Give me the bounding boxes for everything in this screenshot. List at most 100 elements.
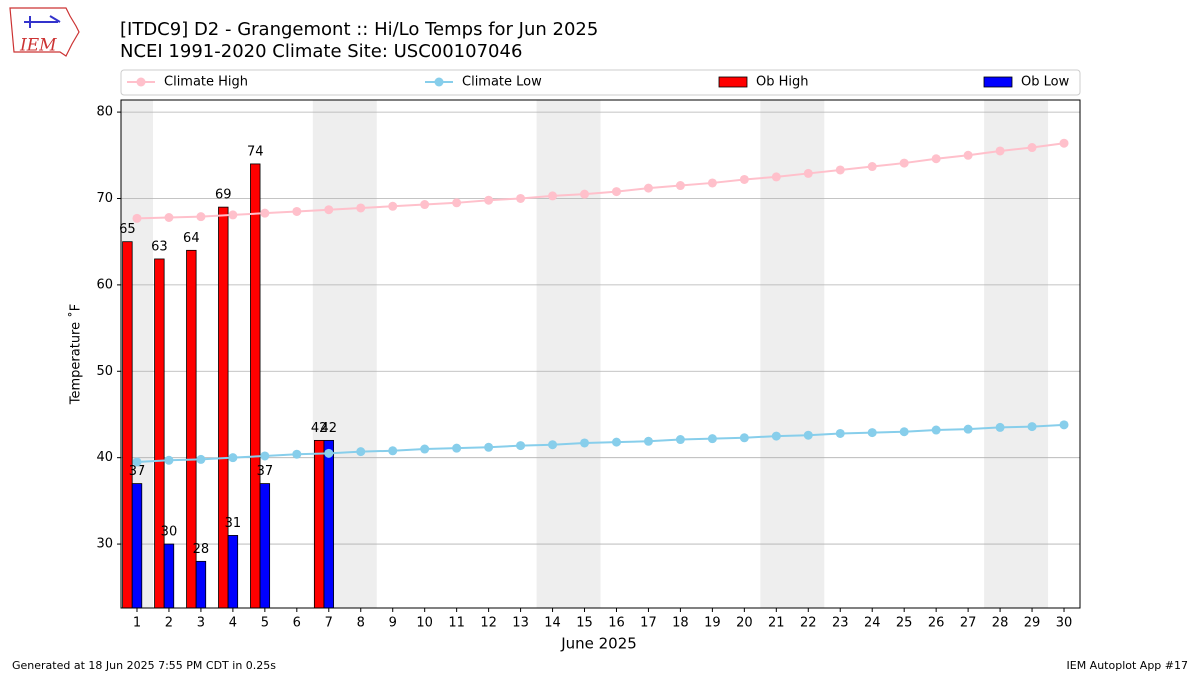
bar xyxy=(250,163,261,609)
legend-swatch xyxy=(983,76,1013,88)
bar xyxy=(323,439,334,609)
point xyxy=(931,154,941,164)
bar xyxy=(131,483,143,609)
point xyxy=(771,431,781,441)
point xyxy=(963,150,973,160)
x-tick-label: 30 xyxy=(1056,616,1073,631)
x-tick-label: 5 xyxy=(261,616,269,631)
point xyxy=(388,446,398,456)
point xyxy=(1059,138,1069,148)
point xyxy=(484,442,494,452)
y-tick-label: 80 xyxy=(96,105,113,120)
x-tick-label: 15 xyxy=(576,616,593,631)
point xyxy=(803,168,813,178)
y-axis-label: Temperature ˚F xyxy=(68,304,84,405)
x-tick-label: 20 xyxy=(736,616,753,631)
logo: IEM xyxy=(9,7,80,57)
x-tick-label: 13 xyxy=(512,616,529,631)
legend-label: Climate Low xyxy=(462,75,542,90)
bar-value-label: 74 xyxy=(247,144,264,159)
legend-label: Climate High xyxy=(164,75,248,90)
point xyxy=(260,451,270,461)
y-tick-label: 70 xyxy=(96,191,113,206)
point xyxy=(739,174,749,184)
x-tick-label: 24 xyxy=(864,616,881,631)
x-tick-label: 29 xyxy=(1024,616,1041,631)
x-tick-label: 23 xyxy=(832,616,849,631)
footer-left: Generated at 18 Jun 2025 7:55 PM CDT in … xyxy=(12,659,276,672)
bar-value-label: 28 xyxy=(193,542,210,557)
point xyxy=(899,427,909,437)
point xyxy=(580,189,590,199)
x-tick-label: 12 xyxy=(480,616,497,631)
point xyxy=(995,146,1005,156)
point xyxy=(707,434,717,444)
x-tick-label: 16 xyxy=(608,616,625,631)
point xyxy=(196,454,206,464)
footer-right: IEM Autoplot App #17 xyxy=(1067,659,1189,672)
point xyxy=(516,441,526,451)
bar-value-label: 30 xyxy=(161,525,178,540)
x-axis-label: June 2025 xyxy=(560,635,637,653)
point xyxy=(228,453,238,463)
point xyxy=(324,448,334,458)
point xyxy=(643,436,653,446)
bar xyxy=(122,241,133,609)
x-tick-label: 28 xyxy=(992,616,1009,631)
x-tick-label: 18 xyxy=(672,616,689,631)
bar-value-label: 65 xyxy=(119,222,136,237)
x-tick-label: 21 xyxy=(768,616,785,631)
legend-box xyxy=(120,69,1081,96)
x-tick-label: 17 xyxy=(640,616,657,631)
x-tick-label: 19 xyxy=(704,616,721,631)
point xyxy=(963,424,973,434)
point xyxy=(580,438,590,448)
bar-value-label: 42 xyxy=(321,421,338,436)
point xyxy=(132,213,142,223)
bar xyxy=(195,560,207,609)
point xyxy=(132,457,142,467)
x-tick-label: 27 xyxy=(960,616,977,631)
point xyxy=(548,191,558,201)
point xyxy=(611,187,621,197)
point xyxy=(931,425,941,435)
bar-value-label: 63 xyxy=(151,239,168,254)
point xyxy=(835,165,845,175)
point xyxy=(675,181,685,191)
point xyxy=(995,422,1005,432)
point xyxy=(611,437,621,447)
x-tick-label: 26 xyxy=(928,616,945,631)
point xyxy=(707,178,717,188)
logo-icon xyxy=(24,15,61,28)
point xyxy=(452,443,462,453)
point xyxy=(388,201,398,211)
point xyxy=(1027,143,1037,153)
point xyxy=(835,428,845,438)
point xyxy=(292,206,302,216)
point xyxy=(516,193,526,203)
x-tick-label: 2 xyxy=(165,616,173,631)
x-tick-label: 9 xyxy=(389,616,397,631)
weekend-shade xyxy=(760,100,825,608)
bar xyxy=(313,439,325,609)
point xyxy=(899,158,909,168)
bar-value-label: 37 xyxy=(257,464,274,479)
x-tick-label: 10 xyxy=(416,616,433,631)
bar xyxy=(218,206,229,609)
x-tick-label: 14 xyxy=(544,616,561,631)
point xyxy=(1059,420,1069,430)
legend-marker xyxy=(136,77,146,87)
bar-value-label: 31 xyxy=(225,516,242,531)
x-tick-label: 11 xyxy=(448,616,465,631)
bar xyxy=(227,535,239,609)
y-tick-label: 60 xyxy=(96,277,113,292)
x-tick-label: 4 xyxy=(229,616,237,631)
plot-frame xyxy=(120,99,1081,609)
legend-swatch xyxy=(718,76,748,88)
point xyxy=(420,200,430,210)
point xyxy=(484,195,494,205)
point xyxy=(452,198,462,208)
bar-value-label: 64 xyxy=(183,231,200,246)
y-tick-label: 30 xyxy=(96,537,113,552)
